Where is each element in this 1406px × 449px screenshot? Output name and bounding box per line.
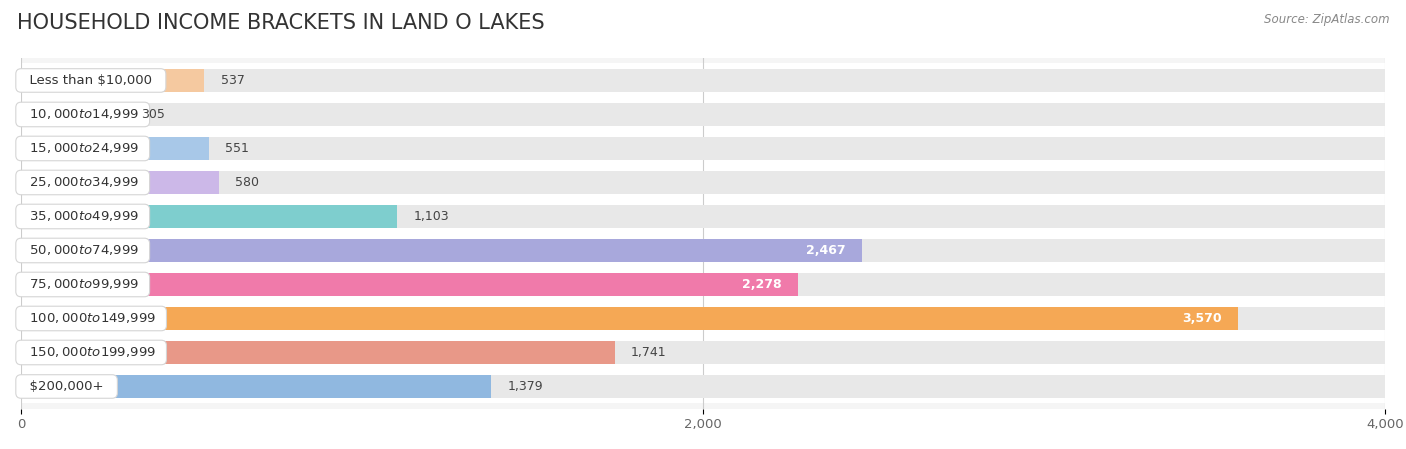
Bar (21, 335, 1385, 370)
Text: 305: 305 (142, 108, 166, 121)
Text: $50,000 to $74,999: $50,000 to $74,999 (21, 243, 145, 257)
Bar (21, 233, 1385, 268)
Text: $35,000 to $49,999: $35,000 to $49,999 (21, 210, 145, 224)
Bar (21, 171, 219, 194)
Bar (21, 137, 209, 160)
Bar (21, 205, 396, 228)
Bar (21, 307, 1385, 330)
Text: 1,379: 1,379 (508, 380, 543, 393)
Bar (21, 103, 1385, 126)
Bar (21, 69, 1385, 92)
Text: $15,000 to $24,999: $15,000 to $24,999 (21, 141, 145, 155)
Bar (21, 166, 1385, 199)
Text: 2,467: 2,467 (806, 244, 846, 257)
Bar (21, 375, 491, 398)
Bar (21, 132, 1385, 166)
Bar (21, 268, 1385, 301)
Text: 3,570: 3,570 (1182, 312, 1222, 325)
Bar (21, 375, 1385, 398)
Bar (21, 341, 614, 364)
Text: HOUSEHOLD INCOME BRACKETS IN LAND O LAKES: HOUSEHOLD INCOME BRACKETS IN LAND O LAKE… (17, 13, 544, 34)
Text: Less than $10,000: Less than $10,000 (21, 74, 160, 87)
Text: 1,103: 1,103 (413, 210, 449, 223)
Bar (21, 103, 125, 126)
Text: $25,000 to $34,999: $25,000 to $34,999 (21, 176, 145, 189)
Bar (21, 273, 1385, 296)
Text: 1,741: 1,741 (631, 346, 666, 359)
Text: $200,000+: $200,000+ (21, 380, 112, 393)
Bar (21, 171, 1385, 194)
Bar (21, 63, 1385, 97)
Bar (21, 370, 1385, 404)
Bar (21, 341, 1385, 364)
Text: $10,000 to $14,999: $10,000 to $14,999 (21, 107, 145, 122)
Bar (21, 239, 1385, 262)
Text: $150,000 to $199,999: $150,000 to $199,999 (21, 345, 162, 360)
Bar (21, 97, 1385, 132)
Text: 551: 551 (225, 142, 249, 155)
Bar (21, 307, 1239, 330)
Text: $100,000 to $149,999: $100,000 to $149,999 (21, 312, 162, 326)
Bar (21, 199, 1385, 233)
Text: Source: ZipAtlas.com: Source: ZipAtlas.com (1264, 13, 1389, 26)
Bar (21, 205, 1385, 228)
Text: 580: 580 (235, 176, 259, 189)
Bar (21, 273, 797, 296)
Bar (21, 239, 862, 262)
Bar (21, 69, 204, 92)
Text: $75,000 to $99,999: $75,000 to $99,999 (21, 277, 145, 291)
Bar (21, 301, 1385, 335)
Bar (21, 137, 1385, 160)
Text: 537: 537 (221, 74, 245, 87)
Text: 2,278: 2,278 (742, 278, 782, 291)
